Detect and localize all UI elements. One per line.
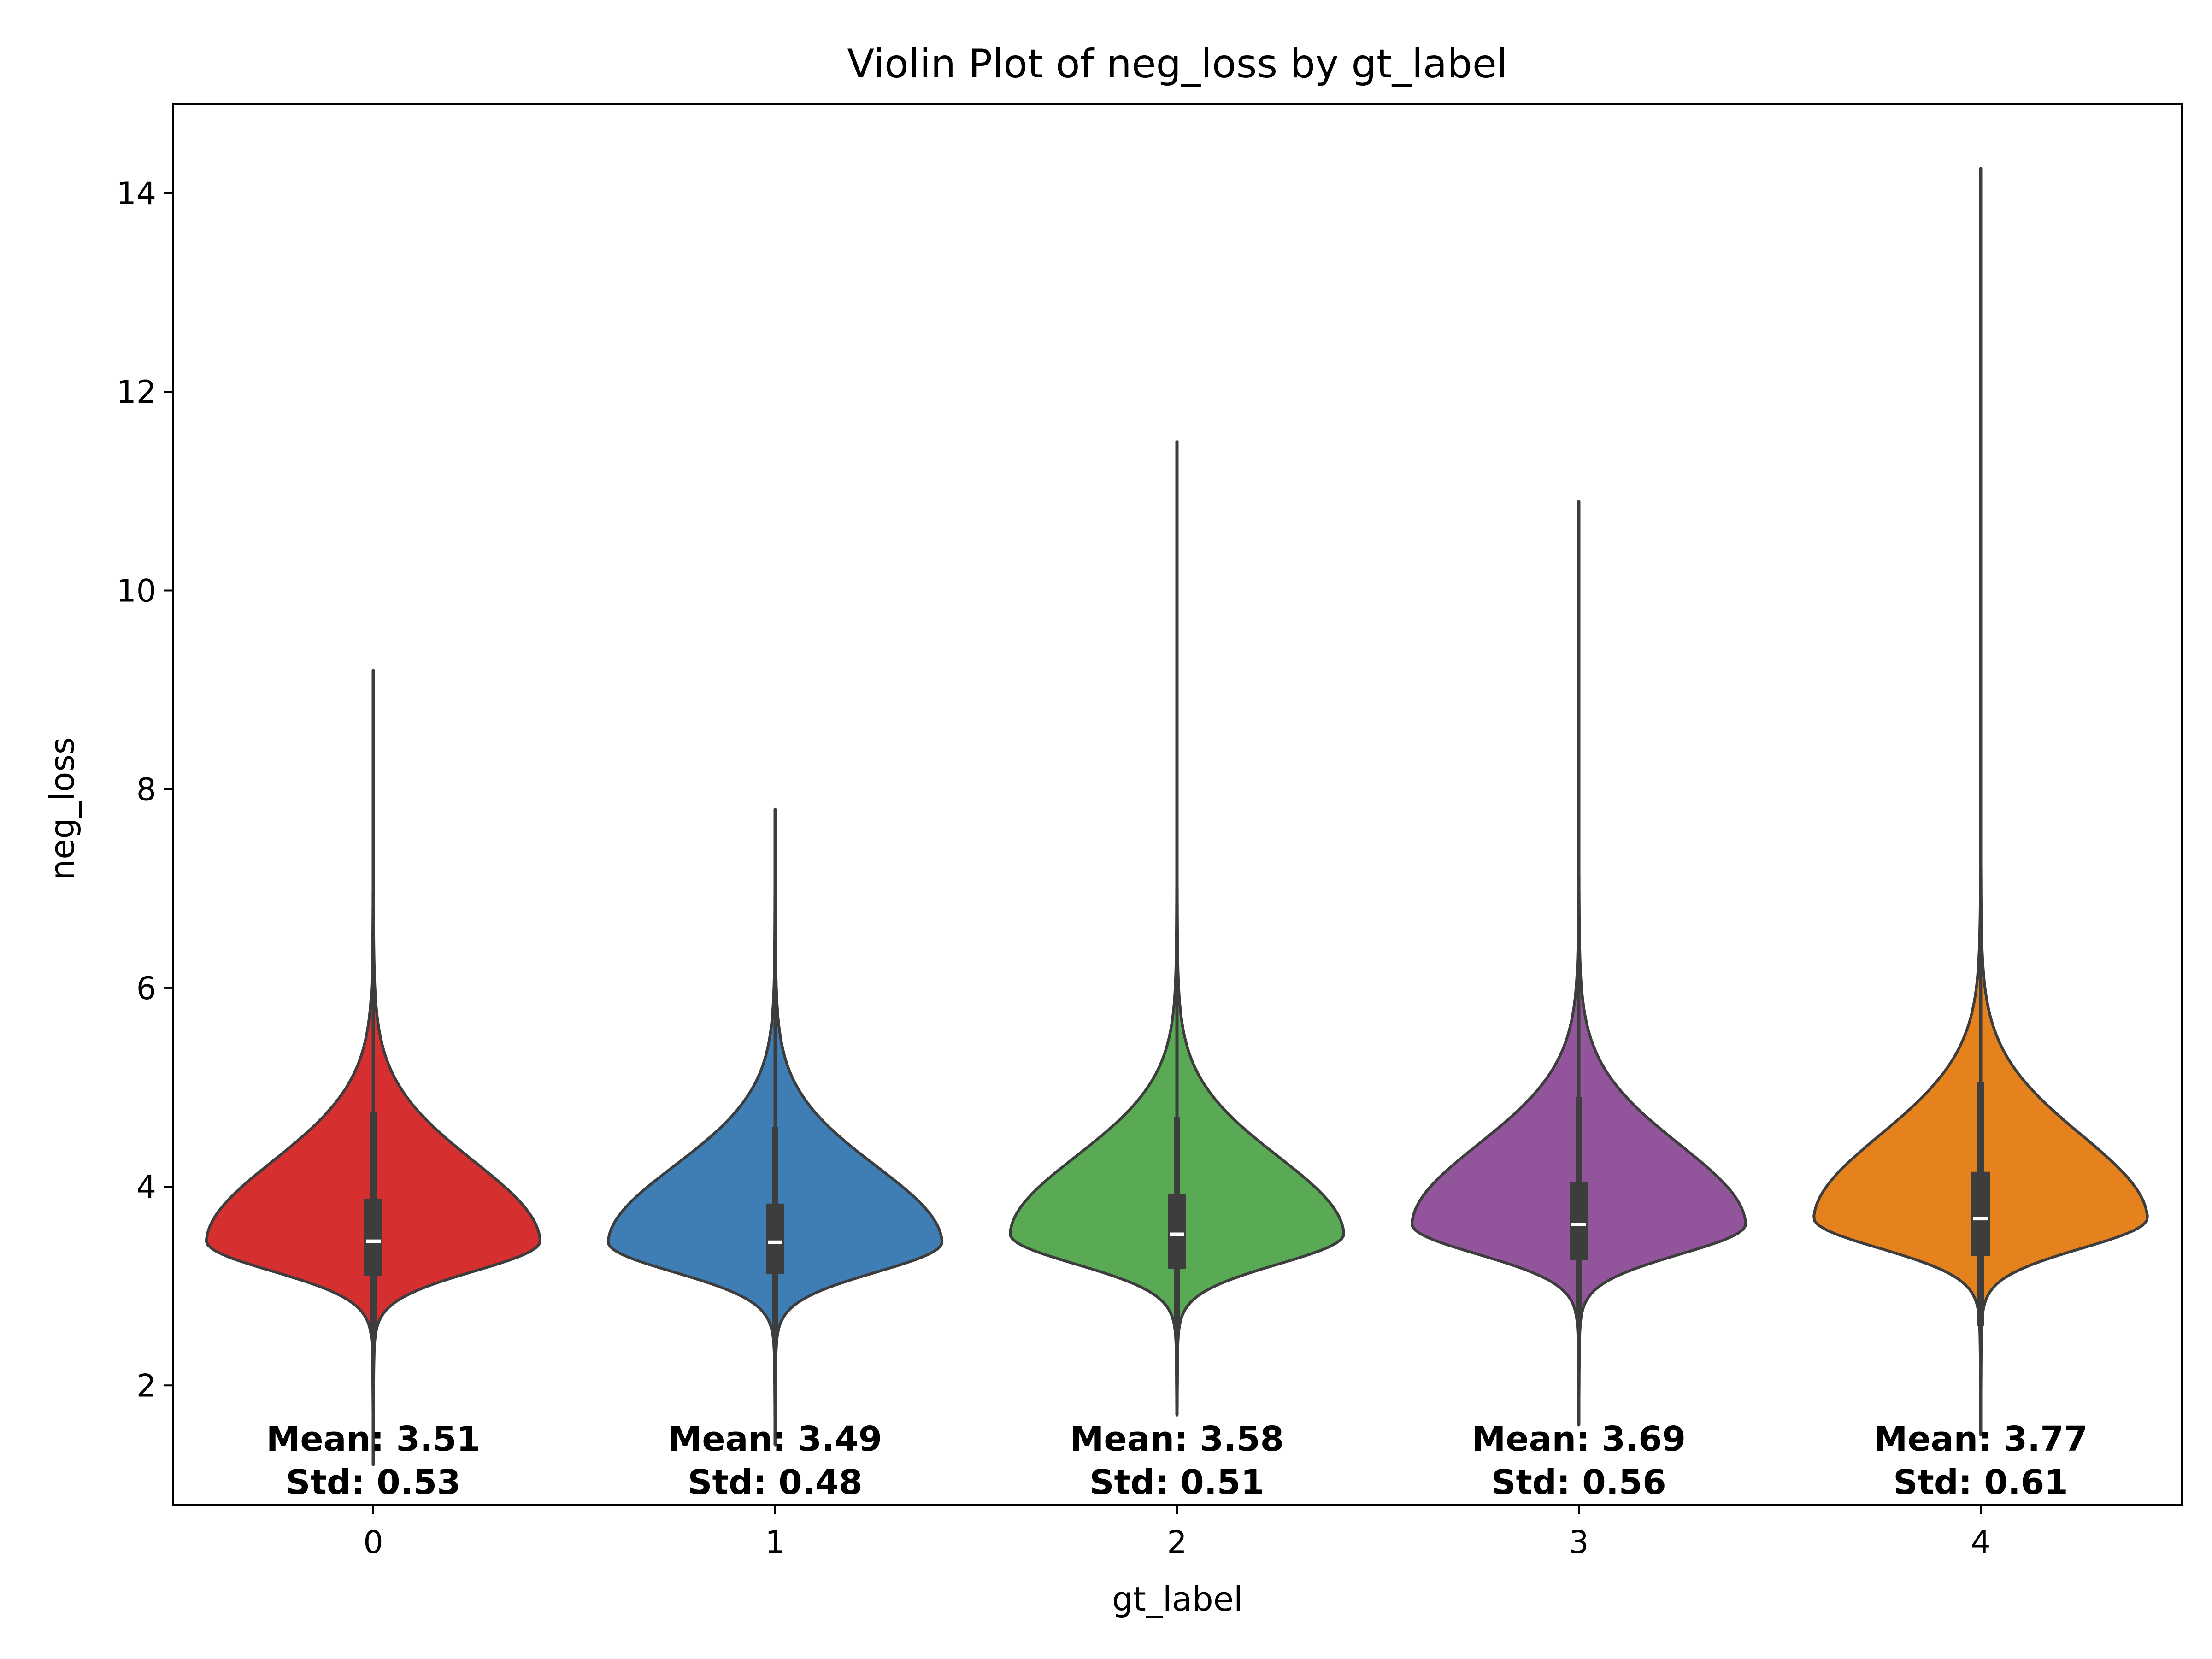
std-annotation: Std: 0.61 — [1893, 1463, 2068, 1502]
x-tick-label: 0 — [363, 1524, 383, 1561]
std-annotation: Std: 0.53 — [286, 1463, 461, 1502]
y-tick-label: 14 — [116, 176, 156, 212]
violin-iqr-box — [364, 1198, 382, 1277]
y-axis-label: neg_loss — [43, 737, 82, 881]
std-annotation: Std: 0.48 — [688, 1463, 863, 1502]
violin-iqr-box — [766, 1203, 784, 1274]
mean-annotation: Mean: 3.77 — [1874, 1419, 2088, 1459]
y-tick-label: 8 — [136, 772, 156, 808]
violin-iqr-box — [1168, 1194, 1186, 1270]
violin-iqr-box — [1570, 1182, 1588, 1260]
x-tick-label: 3 — [1569, 1524, 1588, 1561]
mean-annotation: Mean: 3.58 — [1070, 1419, 1284, 1459]
axes-frame — [172, 103, 2183, 1506]
y-tick-label: 6 — [136, 971, 156, 1007]
x-tick-label: 1 — [765, 1524, 785, 1561]
violin-iqr-box — [1971, 1171, 1990, 1256]
x-tick-label: 4 — [1971, 1524, 1990, 1561]
mean-annotation: Mean: 3.49 — [668, 1419, 882, 1459]
x-axis-label: gt_label — [1112, 1580, 1243, 1618]
y-tick-label: 2 — [136, 1368, 156, 1404]
y-tick-label: 4 — [136, 1169, 156, 1206]
chart-title: Violin Plot of neg_loss by gt_label — [847, 41, 1507, 87]
y-tick-label: 10 — [116, 573, 156, 609]
std-annotation: Std: 0.51 — [1089, 1463, 1265, 1502]
mean-annotation: Mean: 3.51 — [266, 1419, 480, 1459]
mean-annotation: Mean: 3.69 — [1472, 1419, 1686, 1459]
y-tick-label: 12 — [116, 374, 156, 411]
std-annotation: Std: 0.56 — [1491, 1463, 1666, 1502]
x-tick-label: 2 — [1167, 1524, 1187, 1561]
